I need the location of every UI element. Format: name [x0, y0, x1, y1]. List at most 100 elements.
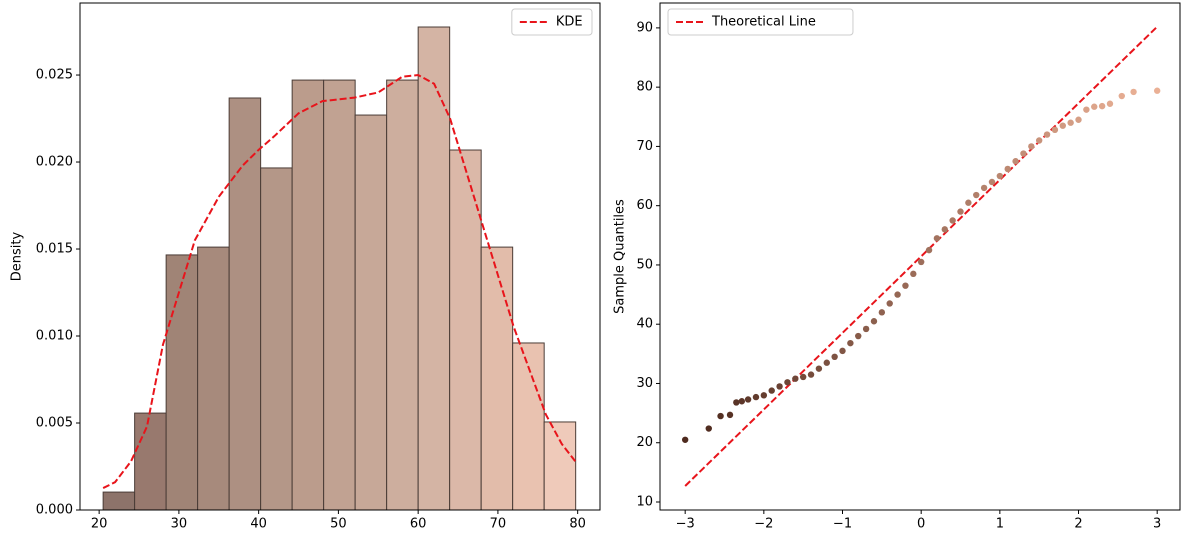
- point: [1130, 88, 1137, 96]
- point: [1059, 122, 1066, 129]
- point: [886, 300, 893, 307]
- y-tick-label: 70: [636, 139, 653, 154]
- bar: [543, 421, 577, 511]
- x-tick-label: −3: [676, 517, 695, 532]
- legend-label: KDE: [556, 15, 583, 30]
- x-tick-label: 50: [330, 517, 347, 532]
- point: [681, 436, 689, 443]
- x-tick-label: 3: [1153, 517, 1161, 532]
- point: [726, 411, 734, 419]
- x-tick-label: 20: [91, 517, 108, 532]
- x-tick-label: −1: [833, 517, 852, 532]
- point: [1153, 87, 1161, 94]
- point: [744, 396, 752, 403]
- point: [1004, 165, 1011, 173]
- point: [878, 309, 886, 316]
- y-tick-label: 90: [636, 20, 653, 35]
- y-tick-label: 80: [636, 80, 653, 95]
- point: [980, 184, 988, 192]
- point: [799, 373, 807, 381]
- bar: [417, 26, 451, 511]
- kde-line: [102, 74, 577, 489]
- point: [1118, 92, 1125, 100]
- point: [815, 365, 823, 372]
- y-tick-label: 0.005: [36, 416, 73, 431]
- axes-frame: [79, 2, 601, 511]
- y-axis-label: Density: [10, 231, 25, 281]
- point: [870, 318, 878, 325]
- point: [1083, 106, 1090, 113]
- x-tick-label: 80: [569, 517, 586, 532]
- point: [1091, 103, 1098, 110]
- y-tick-label: 30: [636, 376, 653, 391]
- x-tick-label: 2: [1074, 517, 1082, 532]
- point: [823, 359, 830, 366]
- point: [1012, 158, 1019, 165]
- x-tick-label: 40: [250, 517, 267, 532]
- point: [973, 191, 980, 199]
- point: [1067, 119, 1074, 126]
- point: [792, 375, 799, 382]
- point: [807, 371, 815, 378]
- bar: [260, 167, 293, 511]
- bar: [354, 114, 388, 511]
- point: [705, 425, 712, 432]
- point: [1106, 100, 1114, 107]
- point: [1035, 137, 1043, 144]
- x-tick-label: 1: [996, 517, 1004, 532]
- point: [941, 226, 948, 233]
- point: [839, 347, 846, 355]
- bar: [102, 491, 136, 511]
- y-tick-label: 10: [636, 494, 653, 509]
- y-tick-label: 40: [636, 317, 653, 332]
- y-axis-label: Sample Quantiles: [613, 199, 628, 314]
- y-tick-label: 0.015: [36, 242, 73, 257]
- x-tick-label: 30: [171, 517, 188, 532]
- point: [738, 398, 746, 405]
- point: [1098, 102, 1106, 110]
- bar: [291, 79, 325, 511]
- point: [902, 282, 909, 289]
- point: [717, 412, 724, 420]
- y-tick-label: 0.010: [36, 329, 73, 344]
- bar: [386, 79, 419, 511]
- point: [847, 339, 854, 347]
- point: [910, 270, 917, 278]
- point: [925, 246, 933, 254]
- point: [752, 393, 760, 401]
- y-tick-label: 0.025: [36, 68, 73, 83]
- point: [768, 387, 775, 394]
- x-tick-label: −2: [754, 517, 773, 532]
- point: [831, 353, 838, 361]
- y-tick-label: 60: [636, 198, 653, 213]
- point: [957, 208, 964, 215]
- x-tick-label: 60: [410, 517, 427, 532]
- y-tick-label: 0.020: [36, 155, 73, 170]
- legend-box: [667, 8, 854, 36]
- x-tick-label: 0: [917, 517, 925, 532]
- bar: [480, 246, 514, 511]
- theoretical-line: [684, 25, 1158, 487]
- point: [784, 379, 791, 386]
- point: [760, 392, 768, 399]
- point: [949, 217, 956, 224]
- bar: [197, 246, 230, 511]
- point: [1043, 131, 1051, 138]
- point: [1051, 126, 1059, 134]
- x-tick-label: 70: [490, 517, 507, 532]
- point: [862, 325, 870, 333]
- axes-frame: [659, 2, 1181, 511]
- point: [1075, 116, 1082, 123]
- bar: [165, 254, 199, 511]
- point: [1020, 150, 1027, 157]
- legend-box: [511, 8, 593, 36]
- point: [965, 199, 972, 206]
- point: [933, 235, 941, 242]
- bar: [512, 342, 545, 511]
- point: [733, 399, 740, 406]
- point: [988, 178, 996, 186]
- point: [776, 383, 783, 390]
- point: [894, 291, 901, 298]
